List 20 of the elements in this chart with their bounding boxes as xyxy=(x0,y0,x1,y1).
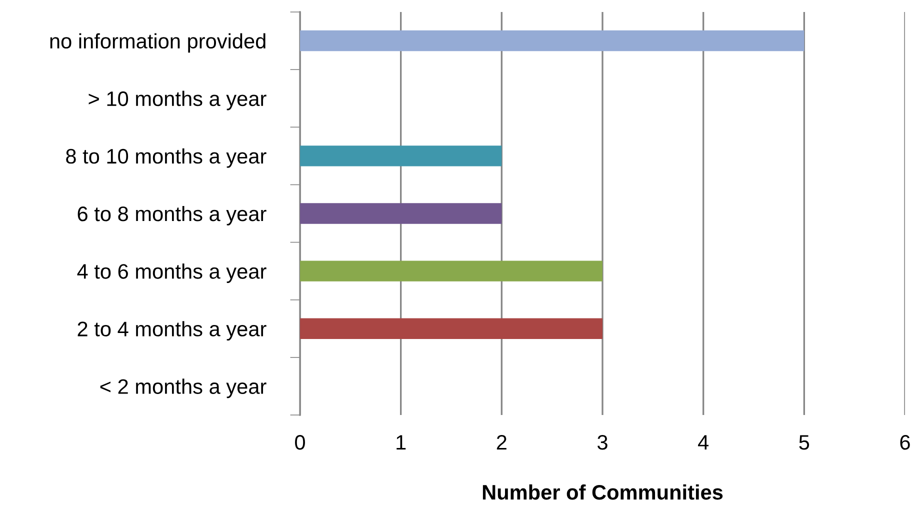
x-tick-label: 2 xyxy=(496,434,506,450)
y-tick-label: 2 to 4 months a year xyxy=(78,321,266,341)
y-tick-label: 6 to 8 months a year xyxy=(78,206,266,226)
bar xyxy=(300,30,804,52)
x-tick-label: 1 xyxy=(396,435,406,450)
bar xyxy=(300,260,602,282)
y-tick-label: no information provided xyxy=(50,33,266,53)
y-tick-label: 4 to 6 months a year xyxy=(77,264,266,283)
bar xyxy=(300,318,602,340)
x-tick-label: 5 xyxy=(799,435,810,450)
bar xyxy=(300,203,502,224)
x-tick-label: 4 xyxy=(698,435,709,450)
x-tick-label: 3 xyxy=(598,434,608,450)
bar xyxy=(300,146,502,166)
x-tick-label: 6 xyxy=(900,434,910,450)
x-tick-label: 0 xyxy=(295,434,305,450)
y-tick-label: > 10 months a year xyxy=(88,90,266,110)
x-axis-title: Number of Communities xyxy=(482,484,723,500)
y-tick-label: 8 to 10 months a year xyxy=(66,148,266,168)
y-tick-label: < 2 months a year xyxy=(100,378,266,398)
